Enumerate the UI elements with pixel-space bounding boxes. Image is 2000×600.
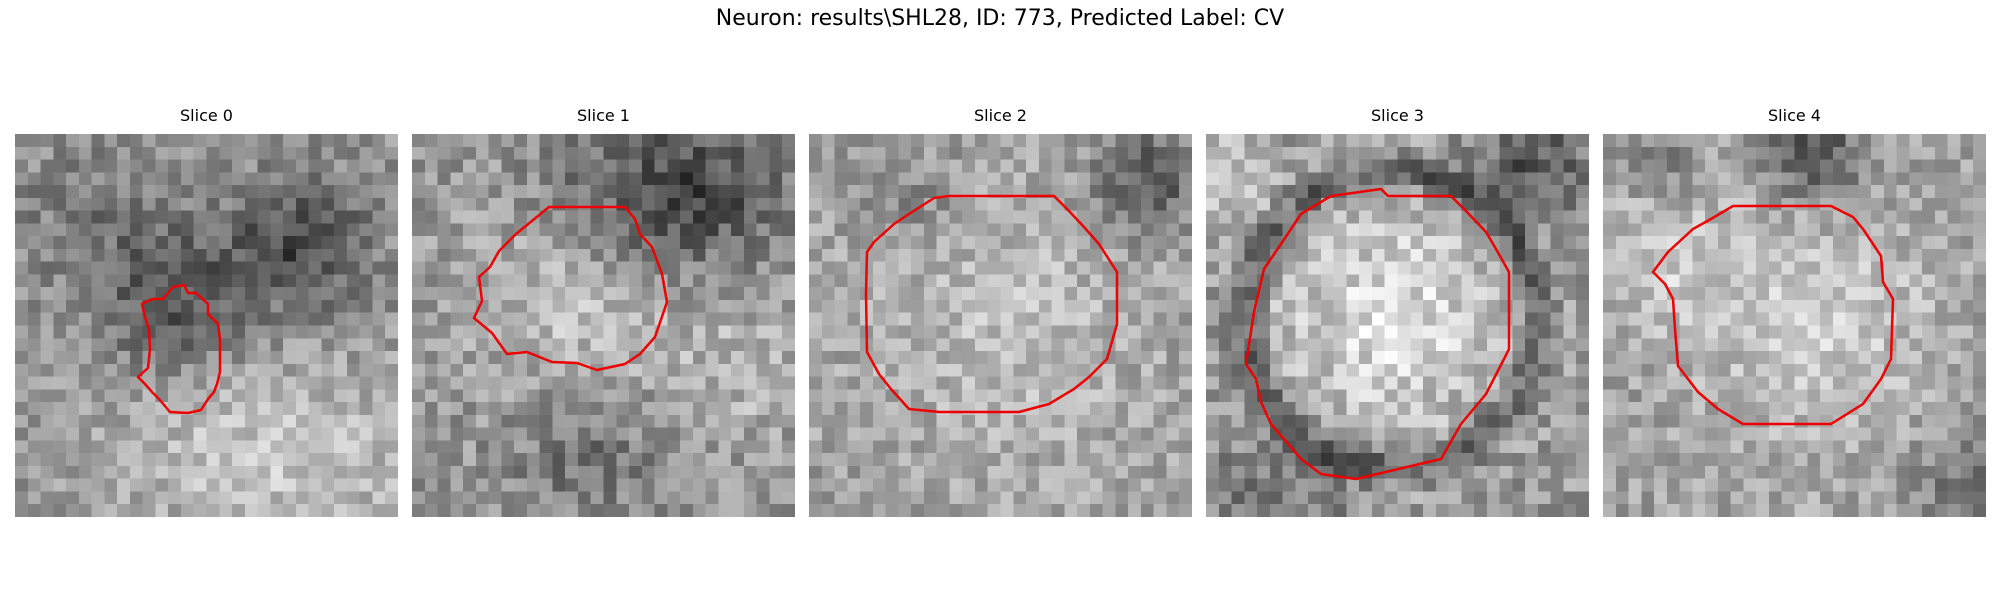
slice-image-1 bbox=[412, 134, 795, 517]
segmentation-contour-2 bbox=[864, 194, 1119, 414]
segmentation-contour-1 bbox=[472, 205, 669, 372]
slice-panel-3: Slice 3 bbox=[1206, 106, 1589, 517]
segmentation-contour-0 bbox=[136, 283, 222, 415]
slice-panel-0: Slice 0 bbox=[15, 106, 398, 517]
slice-title-3: Slice 3 bbox=[1371, 106, 1424, 125]
slice-title-0: Slice 0 bbox=[180, 106, 233, 125]
slice-image-2 bbox=[809, 134, 1192, 517]
slice-image-0 bbox=[15, 134, 398, 517]
slice-panel-1: Slice 1 bbox=[412, 106, 795, 517]
slice-image-4 bbox=[1603, 134, 1986, 517]
slice-image-3 bbox=[1206, 134, 1589, 517]
slice-title-2: Slice 2 bbox=[974, 106, 1027, 125]
figure-title: Neuron: results\SHL28, ID: 773, Predicte… bbox=[715, 6, 1285, 31]
slice-panel-4: Slice 4 bbox=[1603, 106, 1986, 517]
segmentation-contour-4 bbox=[1651, 204, 1895, 426]
slice-title-4: Slice 4 bbox=[1768, 106, 1821, 125]
slice-title-1: Slice 1 bbox=[577, 106, 630, 125]
slice-panel-2: Slice 2 bbox=[809, 106, 1192, 517]
segmentation-contour-3 bbox=[1244, 187, 1511, 481]
